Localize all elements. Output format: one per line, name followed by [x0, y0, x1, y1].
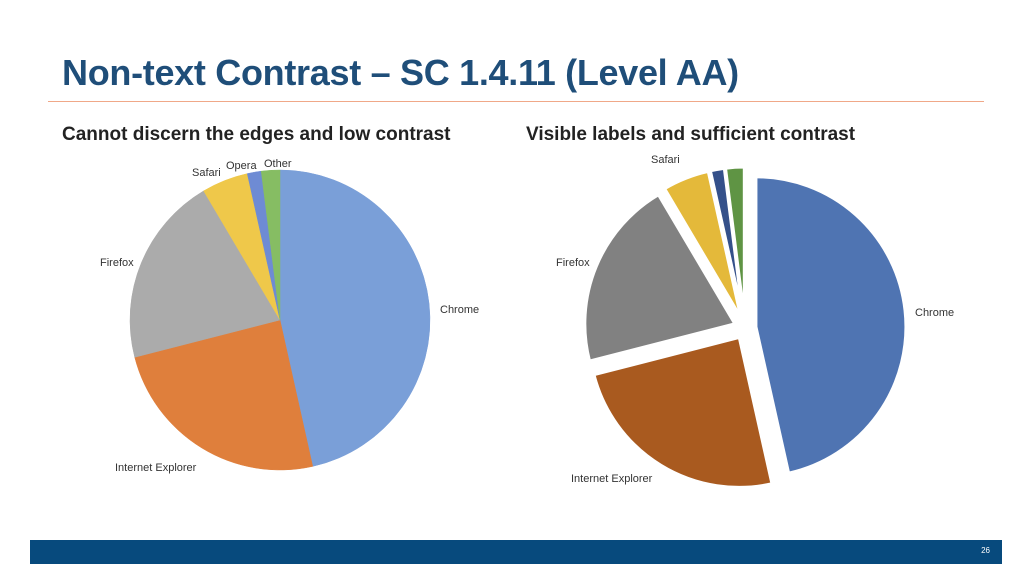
left-chart-subtitle: Cannot discern the edges and low contras…: [62, 124, 451, 145]
right-chart-subtitle: Visible labels and sufficient contrast: [526, 124, 856, 145]
pie-slice-safari: [663, 169, 743, 320]
slice-label-internet-explorer: Internet Explorer: [115, 462, 197, 474]
slice-label-other: Other: [264, 158, 292, 170]
pie-slice-internet-explorer: [592, 335, 774, 489]
pie-slice-firefox: [583, 193, 737, 363]
slice-label-opera: Opera: [226, 160, 257, 172]
slice-label-internet-explorer: Internet Explorer: [571, 473, 653, 485]
pie-slice-firefox: [129, 190, 281, 358]
slice-label-firefox: Firefox: [100, 257, 134, 269]
pie-slice-other: [724, 165, 746, 319]
slice-label-firefox: Firefox: [556, 257, 590, 269]
title-divider: [48, 101, 984, 102]
slice-label-safari: Safari: [651, 154, 680, 166]
footer-bar: 26: [30, 540, 1002, 564]
slice-label-chrome: Chrome: [915, 307, 954, 319]
pie-slice-chrome: [754, 175, 908, 475]
low-contrast-pie-svg: Chrome Internet Explorer Firefox Safari Oper…: [100, 158, 479, 474]
slice-label-chrome: Chrome: [440, 304, 479, 316]
slice-label-safari: Safari: [192, 167, 221, 179]
low-contrast-pie-chart: Chrome Internet Explorer Firefox Safari Oper…: [50, 150, 510, 495]
pie-slice-internet-explorer: [134, 319, 314, 471]
slide-title: Non-text Contrast – SC 1.4.11 (Level AA): [62, 52, 739, 93]
pie-slice-chrome: [279, 169, 431, 467]
page-number: 26: [981, 546, 990, 555]
pie-slice-other: [260, 169, 281, 321]
